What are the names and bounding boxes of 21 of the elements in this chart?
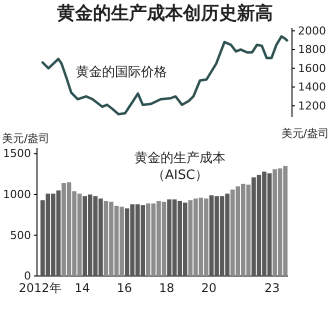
- y-tick-label: 1400: [298, 80, 326, 94]
- y-tick-label: 1000: [3, 188, 31, 201]
- series-label: 黄金的国际价格: [76, 65, 167, 80]
- x-tick-label: 2012年: [18, 281, 62, 296]
- y-tick-label: 1600: [298, 62, 326, 75]
- line-series: [40, 35, 290, 116]
- y-tick-label: 1500: [3, 147, 31, 160]
- series-label: 黄金的生产成本（AISC）: [134, 151, 226, 183]
- y-axis-title: 美元/盎司: [281, 127, 329, 140]
- x-tick-label: 20: [201, 281, 216, 296]
- x-tick-label: 16: [116, 281, 132, 296]
- x-tick-label: 23: [264, 281, 280, 296]
- y-axis-title: 美元/盎司: [2, 132, 50, 145]
- x-tick-label: 18: [159, 281, 174, 296]
- x-tick-label: 14: [74, 281, 90, 296]
- y-tick-label: 1200: [298, 99, 326, 112]
- chart-title: 黄金的生产成本创历史新高: [56, 3, 273, 24]
- y-tick-label: 1800: [298, 43, 326, 56]
- y-tick-label: 0: [24, 270, 31, 283]
- y-tick-label: 2000: [298, 24, 326, 38]
- y-tick-label: 500: [10, 228, 31, 242]
